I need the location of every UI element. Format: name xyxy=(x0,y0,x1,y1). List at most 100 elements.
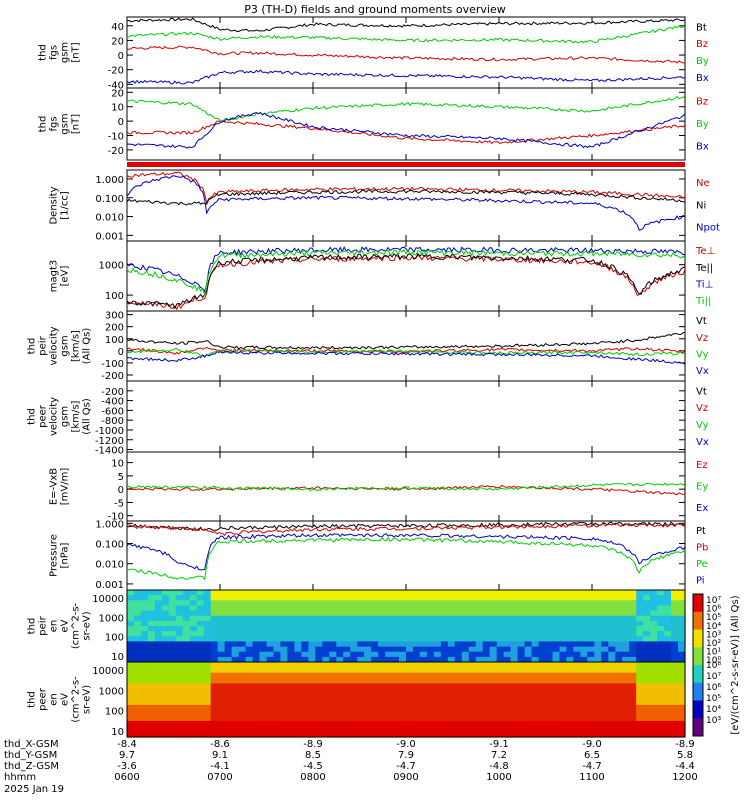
y-axis-title: (All Qs) xyxy=(82,398,93,435)
panel-frame-peer-velocity xyxy=(126,380,686,453)
ephemeris-value: -9.0 xyxy=(582,739,602,750)
ephemeris-value: -4.5 xyxy=(303,761,323,772)
series-line-peir-velocity-0 xyxy=(127,332,685,350)
legend-temperature-1: Te|| xyxy=(695,263,713,274)
series-line-fgs-gsm-detrended-2 xyxy=(127,112,685,149)
y-tick-label: 5 xyxy=(118,472,124,483)
legend-e-field-2: Ex xyxy=(696,503,708,514)
y-axis-title: [nT] xyxy=(71,114,82,134)
y-tick-label: -40 xyxy=(108,80,124,91)
spectrogram-peer-eflux xyxy=(127,662,686,738)
y-tick-label: -800 xyxy=(101,416,124,427)
ephemeris-value: -4.4 xyxy=(675,761,695,772)
ephemeris-value: -8.6 xyxy=(210,739,230,750)
y-tick-label: 20 xyxy=(111,36,124,47)
series-line-fgs-gsm-0 xyxy=(127,17,685,33)
series-line-e-field-0 xyxy=(127,484,685,496)
y-axis-title: magt3 xyxy=(49,260,60,293)
legend-fgs-gsm-3: Bx xyxy=(696,73,709,84)
colorbar-tick-label: 10² xyxy=(706,639,721,649)
ephemeris-value: 8.5 xyxy=(305,750,321,761)
y-tick-label: 10 xyxy=(111,652,124,663)
y-tick-label: 1000 xyxy=(99,613,124,624)
spectrogram-frame-peer-eflux xyxy=(126,661,686,738)
ephemeris-value: 1000 xyxy=(486,772,511,783)
legend-peir-velocity-1: Vz xyxy=(696,333,708,344)
series-line-density-0 xyxy=(127,171,685,204)
ephemeris-value: 7.2 xyxy=(491,750,507,761)
colorbar-frame xyxy=(692,593,704,737)
colorbar-tick-label: 10³ xyxy=(706,716,721,726)
y-tick-label: -20 xyxy=(108,146,124,157)
ephemeris-value: 1100 xyxy=(579,772,604,783)
date-label: 2025 Jan 19 xyxy=(4,784,64,795)
legend-peer-velocity-0: Vt xyxy=(696,386,707,397)
legend-peer-velocity-3: Vx xyxy=(696,437,709,448)
y-tick-label: 0 xyxy=(118,117,124,128)
y-tick-label: -10 xyxy=(108,512,124,523)
y-axis-title: fgs xyxy=(49,45,60,60)
ephemeris-value: -8.4 xyxy=(117,739,137,750)
ephemeris-value: -4.1 xyxy=(210,761,230,772)
ephemeris-row-label: thd_X-GSM xyxy=(4,739,59,750)
y-tick-label: -1400 xyxy=(95,446,124,457)
panel-frame-e-field xyxy=(126,451,686,522)
y-tick-label: 40 xyxy=(111,22,124,33)
legend-pressure-1: Pb xyxy=(696,542,708,553)
series-line-pressure-0 xyxy=(127,521,685,532)
y-tick-label: 100 xyxy=(105,335,124,346)
ephemeris-value: -8.9 xyxy=(303,739,323,750)
y-axis-title: [mV/m] xyxy=(60,468,71,506)
colorbar-segment xyxy=(693,594,703,613)
colorbar-segment xyxy=(693,629,703,648)
y-axis-title: Pressure xyxy=(49,534,60,577)
y-tick-label: -600 xyxy=(101,406,124,417)
y-axis-title: E=-VxB xyxy=(49,468,60,505)
y-tick-label: 100 xyxy=(105,707,124,718)
panel-frame-fgs-gsm-detrended xyxy=(126,87,686,161)
colorbar-tick-label: 10⁵ xyxy=(706,694,721,704)
y-tick-label: -10 xyxy=(108,132,124,143)
y-tick-label: -100 xyxy=(101,359,124,370)
y-tick-label: 1000 xyxy=(99,261,124,272)
legend-temperature-3: Ti|| xyxy=(695,296,711,307)
legend-temperature-0: Te⊥ xyxy=(695,246,715,257)
y-tick-label: 1.000 xyxy=(95,175,124,186)
y-axis-title: [1/cc] xyxy=(60,191,71,220)
y-axis-title: gsm xyxy=(60,113,71,134)
y-axis-title: peir xyxy=(38,615,49,635)
series-line-fgs-gsm-detrended-0 xyxy=(127,120,685,145)
y-tick-label: 1000 xyxy=(99,686,124,697)
legend-fgs-gsm-detrended-0: Bz xyxy=(696,96,708,107)
ephemeris-row-label: thd_Y-GSM xyxy=(4,750,57,761)
y-tick-label: 0 xyxy=(118,485,124,496)
y-axis-title: [eV] xyxy=(60,266,71,287)
series-line-pressure-2 xyxy=(127,536,685,581)
legend-fgs-gsm-1: Bz xyxy=(696,39,708,50)
series-line-temperature-2 xyxy=(127,246,685,293)
series-line-density-1 xyxy=(127,189,685,206)
y-axis-title: en xyxy=(49,620,60,633)
y-axis-title: en xyxy=(49,693,60,706)
colorbar-label: [eV/(cm^2-s-sr-eV)] (All Qs) xyxy=(730,595,741,734)
y-tick-label: 10000 xyxy=(92,594,124,605)
colorbar-segment xyxy=(693,718,703,737)
y-axis-title: thd xyxy=(38,44,49,61)
colorbar-tick-label: 10⁸ xyxy=(706,661,721,671)
y-axis-title: peer xyxy=(38,687,49,711)
y-tick-label: 100 xyxy=(105,633,124,644)
y-tick-label: 0 xyxy=(118,51,124,62)
colorbar-tick-label: 10⁴ xyxy=(706,622,721,632)
y-axis-title: peer xyxy=(38,404,49,428)
y-tick-label: -1000 xyxy=(95,426,124,437)
y-tick-label: 0.100 xyxy=(95,540,124,551)
colorbar-segment xyxy=(693,611,703,630)
y-axis-title: (cm^2-s- xyxy=(71,602,82,649)
ephemeris-value: -3.6 xyxy=(117,761,137,772)
y-tick-label: 20 xyxy=(111,88,124,99)
colorbar-tick-label: 10⁶ xyxy=(706,605,721,615)
y-axis-title: [nT] xyxy=(71,42,82,62)
ephemeris-value: -4.8 xyxy=(489,761,509,772)
